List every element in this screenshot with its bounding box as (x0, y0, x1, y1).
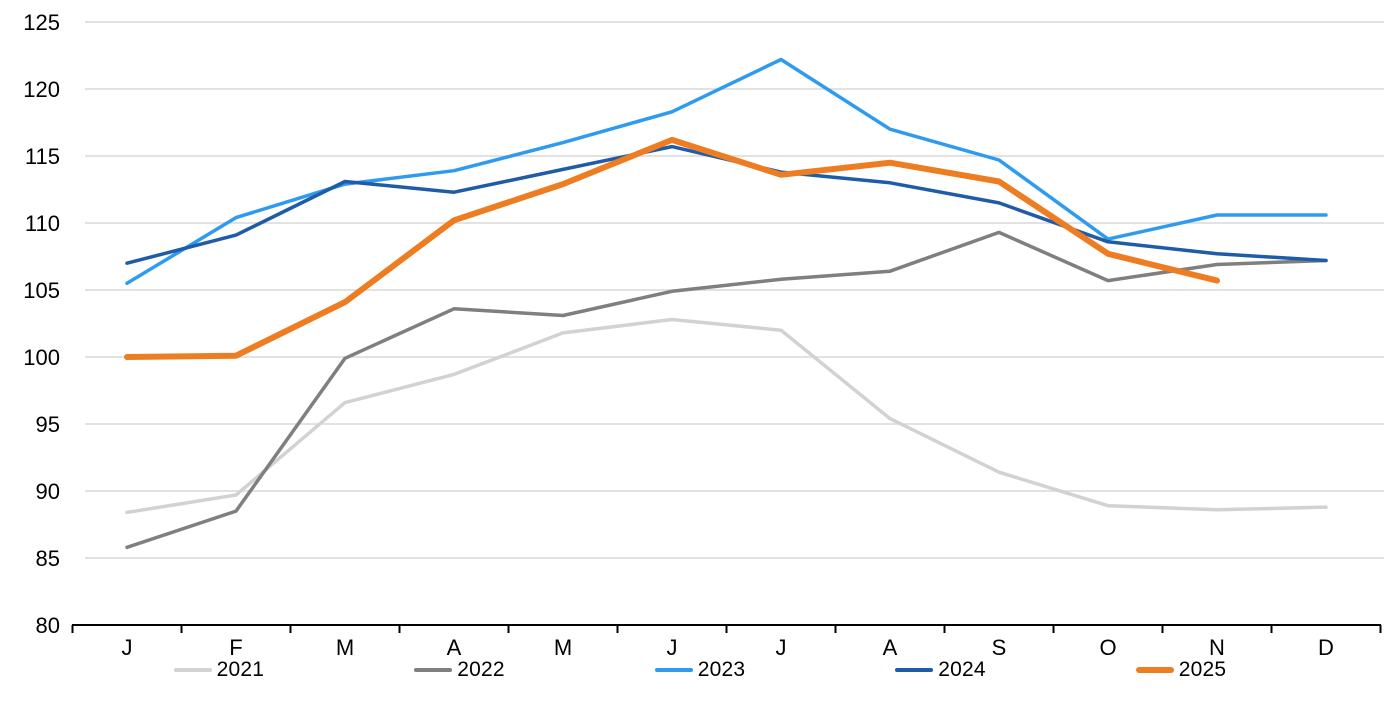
x-axis-label-6-J: J (667, 635, 678, 660)
x-axis-label-9-S: S (992, 635, 1007, 660)
legend-label-2021: 2021 (216, 658, 265, 681)
legend-swatch-2024 (895, 668, 934, 672)
series-line-2023 (125, 57, 1328, 286)
y-axis-label-115: 115 (25, 144, 60, 169)
y-axis-label-110: 110 (25, 211, 60, 236)
y-axis-label-85: 85 (36, 546, 60, 571)
legend-label-2022: 2022 (457, 658, 505, 681)
y-axis-label-125: 125 (23, 10, 60, 35)
legend-item-2022: 2022 (414, 658, 505, 682)
x-axis-label-8-A: A (883, 635, 898, 660)
legend-swatch-2025 (1135, 667, 1174, 673)
legend-swatch-2021 (173, 668, 212, 672)
legend-swatch-2022 (414, 668, 453, 672)
series-line-2025 (124, 136, 1220, 360)
x-axis-label-7-J: J (776, 635, 787, 660)
series-line-2024 (125, 144, 1328, 265)
legend-item-2023: 2023 (654, 658, 746, 682)
x-axis-label-11-N: N (1209, 635, 1225, 660)
legend-swatch-2023 (654, 668, 693, 672)
y-axis-label-100: 100 (23, 345, 60, 370)
y-axis-label-80: 80 (36, 613, 60, 638)
chart-legend: 2021 2022 2023 2024 2025 (0, 658, 1400, 682)
series-line-2021 (125, 317, 1328, 515)
y-axis-label-105: 105 (23, 278, 60, 303)
legend-item-2025: 2025 (1135, 658, 1227, 682)
x-axis-label-2-F: F (229, 635, 242, 660)
legend-label-2025: 2025 (1178, 658, 1227, 681)
y-axis-label-90: 90 (36, 479, 60, 504)
x-axis-label-3-M: M (336, 635, 354, 660)
x-axis-label-12-D: D (1318, 635, 1334, 660)
x-axis-label-1-J: J (122, 635, 133, 660)
x-axis-label-10-O: O (1099, 635, 1116, 660)
series-line-2022 (125, 230, 1328, 550)
legend-label-2023: 2023 (697, 658, 746, 681)
y-axis-label-120: 120 (23, 77, 60, 102)
y-axis-label-95: 95 (36, 412, 60, 437)
legend-label-2024: 2024 (938, 658, 986, 681)
legend-item-2021: 2021 (173, 658, 265, 682)
legend-item-2024: 2024 (895, 658, 986, 682)
x-axis-label-5-M: M (554, 635, 572, 660)
x-axis-label-4-A: A (447, 635, 462, 660)
